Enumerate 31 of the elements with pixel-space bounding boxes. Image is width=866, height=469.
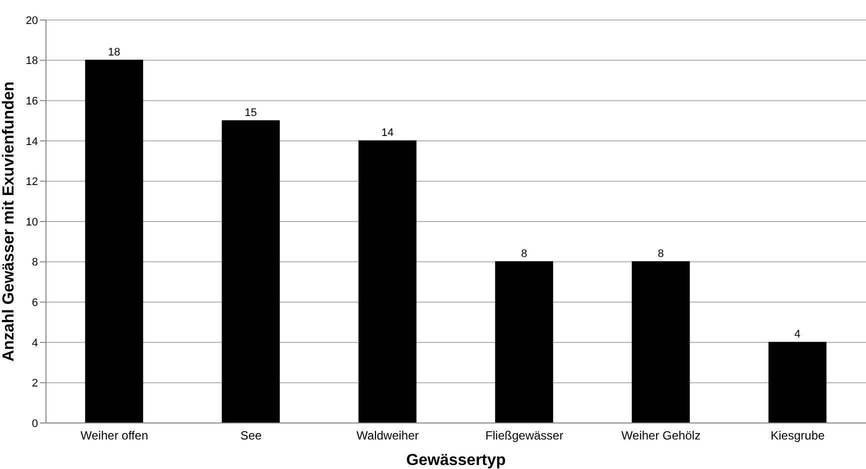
- y-tick-label: 12: [26, 176, 38, 188]
- y-tick-label: 4: [32, 337, 38, 350]
- y-tick-label: 0: [32, 418, 38, 430]
- bar: [495, 261, 554, 423]
- x-axis-title: Gewässertyp: [406, 452, 506, 469]
- y-tick-label: 6: [32, 297, 38, 310]
- data-label: 18: [108, 46, 120, 58]
- x-tick-label: Fließgewässer: [485, 428, 564, 443]
- x-tick-label: Kiesgrube: [770, 428, 826, 443]
- y-tick-label: 14: [26, 136, 38, 148]
- x-tick-label: Weiher Gehölz: [621, 428, 701, 443]
- y-tick-label: 16: [26, 96, 38, 108]
- bar: [632, 261, 690, 423]
- x-tick-label: Weiher offen: [80, 428, 148, 443]
- bar: [358, 140, 416, 423]
- bar: [768, 342, 826, 423]
- y-tick-label: 10: [26, 216, 38, 228]
- data-label: 8: [521, 248, 528, 260]
- x-tick-label: Waldweiher: [356, 428, 419, 443]
- x-tick-label: See: [240, 428, 262, 443]
- data-label: 8: [658, 248, 664, 260]
- data-label: 14: [381, 126, 394, 139]
- y-tick-label: 18: [26, 55, 38, 68]
- y-axis-title: Anzahl Gewässer mit Exuvienfunden: [0, 81, 18, 362]
- y-tick-label: 8: [32, 256, 38, 269]
- bar: [222, 120, 280, 423]
- y-tick-label: 20: [26, 14, 38, 27]
- data-label: 4: [794, 328, 801, 340]
- bar: [85, 60, 144, 423]
- data-label: 15: [244, 106, 257, 119]
- y-tick-label: 2: [32, 378, 38, 390]
